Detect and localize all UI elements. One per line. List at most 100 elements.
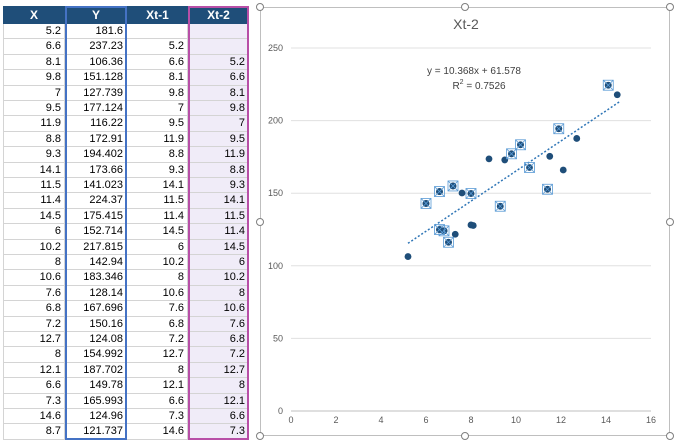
selected-point-marker[interactable] xyxy=(602,79,614,91)
table-cell[interactable]: 9.8 xyxy=(188,101,249,117)
table-cell[interactable]: 142.94 xyxy=(65,255,127,271)
resize-handle[interactable] xyxy=(256,3,264,11)
table-cell[interactable]: 9.8 xyxy=(3,70,65,86)
table-cell[interactable]: 12.1 xyxy=(188,393,249,409)
table-cell[interactable]: 6.6 xyxy=(127,393,188,409)
table-cell[interactable]: 6 xyxy=(188,255,249,271)
table-cell[interactable]: 11.4 xyxy=(188,224,249,240)
table-cell[interactable]: 8 xyxy=(188,285,249,302)
table-cell[interactable]: 11.4 xyxy=(3,193,65,209)
table-cell[interactable]: 9.5 xyxy=(127,116,188,132)
table-cell[interactable]: 9.3 xyxy=(3,147,65,163)
table-cell[interactable]: 8 xyxy=(188,378,249,394)
table-cell[interactable]: 10.2 xyxy=(127,255,188,271)
table-cell[interactable]: 6.6 xyxy=(3,39,65,55)
table-cell[interactable]: 14.1 xyxy=(3,162,65,178)
column-header[interactable]: X xyxy=(3,6,65,24)
selected-point-marker[interactable] xyxy=(506,148,517,160)
table-cell[interactable]: 8 xyxy=(127,270,188,286)
table-cell[interactable]: 9.3 xyxy=(127,162,188,178)
table-cell[interactable]: 8.1 xyxy=(127,70,188,86)
resize-handle[interactable] xyxy=(666,3,674,11)
selected-point-marker[interactable] xyxy=(542,183,553,195)
resize-handle[interactable] xyxy=(666,217,674,226)
table-cell[interactable]: 237.23 xyxy=(65,39,127,55)
table-cell[interactable]: 127.739 xyxy=(65,85,127,101)
table-cell[interactable]: 10.6 xyxy=(3,270,65,286)
table-cell[interactable]: 6.8 xyxy=(3,301,65,317)
table-cell[interactable]: 7.3 xyxy=(127,409,188,425)
table-cell[interactable]: 14.1 xyxy=(127,178,188,194)
table-cell[interactable]: 217.815 xyxy=(65,239,127,255)
table-cell[interactable]: 154.992 xyxy=(65,347,127,363)
table-cell[interactable]: 6 xyxy=(127,239,188,255)
table-cell[interactable]: 7.3 xyxy=(188,424,249,440)
table-cell[interactable]: 7 xyxy=(3,85,65,101)
table-cell[interactable]: 177.124 xyxy=(65,101,127,117)
table-cell[interactable]: 9.5 xyxy=(3,101,65,117)
table-cell[interactable]: 165.993 xyxy=(65,393,127,409)
column-header[interactable]: Xt-1 xyxy=(127,6,188,24)
table-cell[interactable]: 6.8 xyxy=(127,316,188,332)
table-cell[interactable]: 128.14 xyxy=(65,285,127,302)
data-point[interactable] xyxy=(485,155,493,163)
table-cell[interactable]: 10.6 xyxy=(127,285,188,302)
table-cell[interactable]: 106.36 xyxy=(65,54,127,71)
table-cell[interactable]: 124.96 xyxy=(65,409,127,425)
selected-point-marker[interactable] xyxy=(465,188,477,199)
selected-point-marker[interactable] xyxy=(447,180,459,192)
table-cell[interactable]: 14.1 xyxy=(188,193,249,209)
selected-point-marker[interactable] xyxy=(420,198,432,209)
table-cell[interactable]: 150.16 xyxy=(65,316,127,332)
table-cell[interactable]: 116.22 xyxy=(65,116,127,132)
table-cell[interactable]: 11.5 xyxy=(3,178,65,194)
table-cell[interactable]: 8.7 xyxy=(3,424,65,440)
table-cell[interactable]: 14.6 xyxy=(3,409,65,425)
table-cell[interactable]: 194.402 xyxy=(65,147,127,163)
chart-frame[interactable]: 0 50 100 150 200 250 0 2 4 6 8 10 12 14 16 Xt-2 y = 10… xyxy=(256,3,674,440)
table-cell[interactable]: 183.346 xyxy=(65,270,127,286)
resize-handle[interactable] xyxy=(461,432,469,440)
table-cell[interactable]: 12.7 xyxy=(3,332,65,348)
table-cell[interactable]: 173.66 xyxy=(65,162,127,178)
table-cell[interactable]: 12.7 xyxy=(188,362,249,379)
column-header[interactable]: Y xyxy=(65,6,127,24)
data-point[interactable] xyxy=(613,91,621,99)
table-cell[interactable]: 9.8 xyxy=(127,85,188,101)
data-point[interactable] xyxy=(404,253,412,260)
data-point[interactable] xyxy=(501,156,509,164)
table-cell[interactable]: 172.91 xyxy=(65,131,127,148)
table-cell[interactable]: 9.3 xyxy=(188,178,249,194)
table-cell[interactable]: 6 xyxy=(3,224,65,240)
selected-point-marker[interactable] xyxy=(515,139,526,151)
table-cell[interactable]: 7.2 xyxy=(3,316,65,332)
selected-point-marker[interactable] xyxy=(443,236,454,248)
selected-point-marker[interactable] xyxy=(494,200,506,212)
table-cell[interactable]: 7.3 xyxy=(3,393,65,409)
column-header[interactable]: Xt-2 xyxy=(188,6,249,24)
table-cell[interactable]: 6.6 xyxy=(3,378,65,394)
table-cell[interactable]: 224.37 xyxy=(65,193,127,209)
table-cell[interactable]: 8 xyxy=(3,255,65,271)
table-cell[interactable]: 124.08 xyxy=(65,332,127,348)
data-point[interactable] xyxy=(573,135,581,142)
table-cell[interactable]: 8.8 xyxy=(127,147,188,163)
selected-point-marker[interactable] xyxy=(524,162,535,173)
table-cell[interactable]: 175.415 xyxy=(65,208,127,225)
table-cell[interactable]: 12.7 xyxy=(127,347,188,363)
table-cell[interactable]: 7.6 xyxy=(127,301,188,317)
table-cell[interactable]: 14.5 xyxy=(188,239,249,255)
selected-point-marker[interactable] xyxy=(434,224,445,235)
table-cell[interactable] xyxy=(127,24,188,40)
table-cell[interactable]: 181.6 xyxy=(65,24,127,40)
resize-handle[interactable] xyxy=(256,217,264,226)
data-point[interactable] xyxy=(467,221,475,229)
table-cell[interactable]: 12.1 xyxy=(127,378,188,394)
table-cell[interactable]: 11.9 xyxy=(3,116,65,132)
table-cell[interactable]: 14.5 xyxy=(3,208,65,225)
table-cell[interactable]: 8 xyxy=(3,347,65,363)
table-cell[interactable]: 7.6 xyxy=(3,285,65,302)
table-cell[interactable]: 14.6 xyxy=(127,424,188,440)
resize-handle[interactable] xyxy=(256,432,264,440)
table-cell[interactable]: 8.1 xyxy=(3,54,65,71)
